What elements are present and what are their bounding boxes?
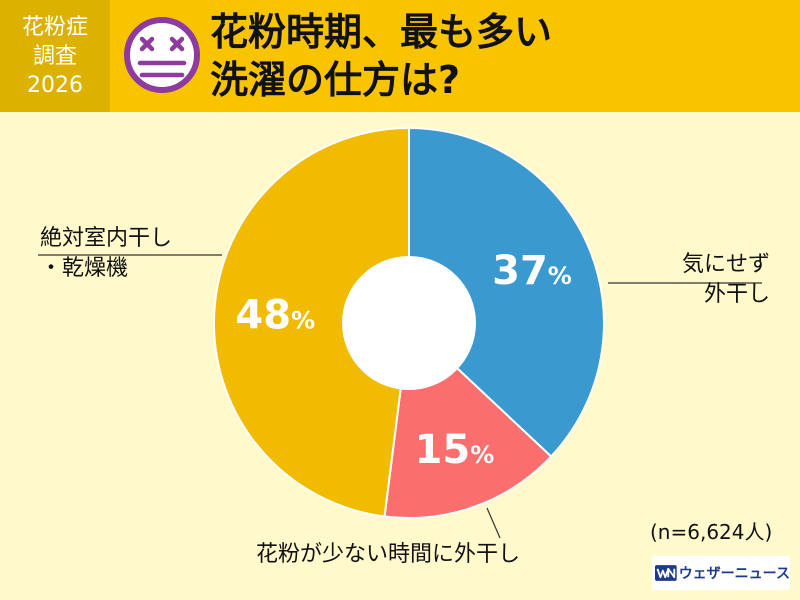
sick-face-icon [124, 17, 200, 93]
category-label-line: 絶対室内干し [40, 226, 173, 251]
page-title: 花粉時期、最も多い 洗濯の仕方は? [210, 8, 770, 104]
category-label-line: 外干し [703, 282, 770, 307]
category-label-line: 気にせず [681, 252, 770, 277]
slice-shitsunai [213, 126, 410, 518]
badge-line: 花粉症 [21, 14, 88, 40]
survey-badge: 花粉症 調査 2026 [0, 0, 110, 112]
value-label: 37% [492, 248, 572, 294]
leader-lines [38, 254, 762, 539]
category-label-jikan: 花粉が少ない時間に外干し [256, 540, 520, 570]
value-label: 48% [235, 293, 315, 339]
donut-slices [213, 126, 605, 519]
category-label-line: ・乾燥機 [40, 256, 129, 281]
category-label-sotoboshi: 気にせず 外干し [640, 250, 770, 310]
slice-sotoboshi [408, 126, 605, 458]
sample-size-note: (n=6,624人) [650, 520, 773, 544]
donut-hole [342, 256, 476, 390]
badge-line: 調査 [32, 43, 77, 69]
header-bar: 花粉症 調査 2026 花粉時期、最も多い 洗濯の仕方は? [0, 0, 800, 112]
brand-name: ウェザーニュース [678, 566, 790, 582]
wn-logo-icon [655, 565, 677, 581]
value-label: 15% [415, 427, 495, 473]
brand-logo: ウェザーニュース [652, 556, 790, 590]
title-line: 花粉時期、最も多い [210, 10, 553, 54]
title-line: 洗濯の仕方は? [210, 58, 461, 102]
value-labels: 37% 15% 48% [235, 248, 571, 473]
category-label-shitsunai: 絶対室内干し ・乾燥機 [40, 224, 172, 284]
leader-line-jikan [486, 507, 501, 539]
badge-line: 2026 [27, 72, 83, 98]
category-label-line: 花粉が少ない時間に外干し [256, 542, 521, 567]
